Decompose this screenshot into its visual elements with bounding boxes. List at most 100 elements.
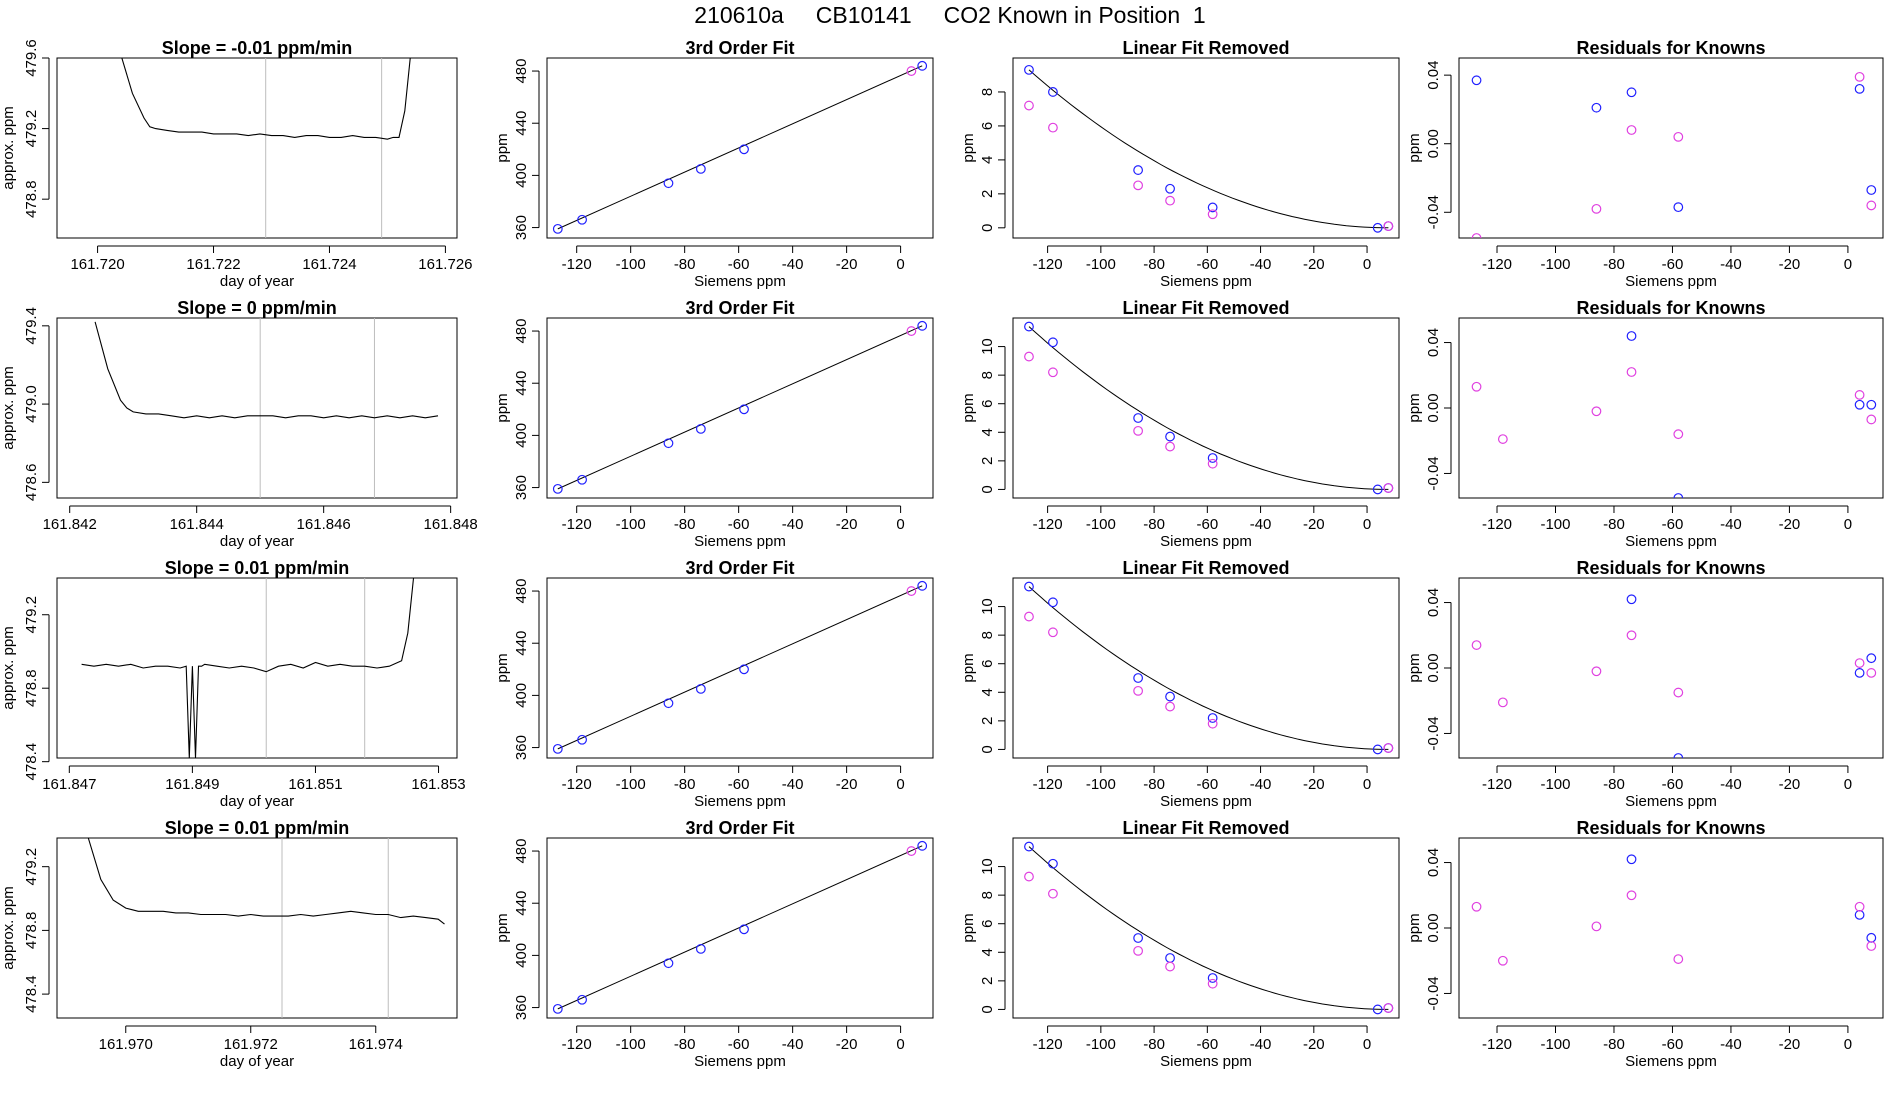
y-axis-label: ppm: [494, 913, 511, 942]
data-point-known: [1673, 493, 1684, 498]
chart-panel-r0-c1: 3rd Order Fit -120 -100 -80 -60 -40 -20 0 Siemen…: [494, 38, 934, 290]
x-tick-label: -100: [1540, 256, 1570, 273]
data-point-reference: [1165, 961, 1175, 972]
page-title: 210610a CB10141 CO2 Known in Position 1: [694, 2, 1206, 28]
data-point-known: [739, 924, 749, 935]
fit-curve: [1028, 69, 1389, 229]
data-point-known: [1626, 594, 1637, 605]
data-point-reference: [1165, 195, 1175, 206]
y-axis-label: approx. ppm: [0, 366, 17, 449]
x-tick-label: -40: [782, 256, 804, 273]
x-axis-label: day of year: [220, 793, 294, 810]
x-tick-label: -80: [1143, 516, 1165, 533]
x-tick-label: -100: [1540, 1036, 1570, 1053]
y-tick-label: 4: [979, 428, 996, 436]
data-point-known: [1165, 953, 1175, 963]
x-tick-label: -100: [1086, 1036, 1116, 1053]
x-tick-label: -100: [1540, 516, 1570, 533]
data-point-known: [1048, 597, 1058, 608]
x-tick-label: 161.848: [424, 516, 478, 533]
plot-frame: [1012, 57, 1400, 239]
x-axis-label: day of year: [220, 273, 294, 290]
x-tick-label: -120: [562, 256, 592, 273]
data-point-known: [695, 683, 706, 694]
chart-title: Slope = 0 ppm/min: [177, 298, 337, 318]
x-tick-label: 161.724: [302, 256, 356, 273]
data-point-reference: [1165, 701, 1175, 712]
plot-frame: [1458, 57, 1884, 239]
x-tick-label: -80: [674, 256, 696, 273]
y-tick-label: 480: [513, 319, 530, 344]
y-axis-label: ppm: [1406, 913, 1423, 942]
x-tick-label: -40: [1250, 1036, 1272, 1053]
y-tick-label: 10: [979, 338, 996, 355]
x-tick-label: -60: [1662, 256, 1684, 273]
data-point-known: [1372, 744, 1383, 755]
data-point-reference: [1048, 627, 1058, 638]
x-axis-label: Siemens ppm: [1625, 793, 1717, 810]
data-point-reference: [906, 846, 917, 856]
y-tick-label: 479.0: [23, 385, 40, 423]
x-axis-label: Siemens ppm: [1160, 793, 1252, 810]
plot-area: [94, 318, 439, 498]
x-tick-label: 0: [1363, 776, 1371, 793]
y-tick-label: 480: [513, 839, 530, 864]
y-tick-label: 360: [513, 475, 530, 500]
x-tick-label: -80: [1143, 256, 1165, 273]
plot-frame: [546, 837, 934, 1019]
plot-area: [1471, 331, 1877, 498]
data-point-reference: [1591, 406, 1602, 417]
y-axis-label: ppm: [494, 133, 511, 162]
y-tick-label: 440: [513, 371, 530, 396]
chart-title: Residuals for Knowns: [1576, 558, 1765, 578]
plot-area: [1024, 64, 1394, 233]
data-point-reference: [1207, 718, 1218, 729]
data-point-known: [1165, 431, 1175, 442]
x-tick-label: -100: [616, 776, 646, 793]
chart-title: Residuals for Knowns: [1576, 818, 1765, 838]
data-point-known: [695, 423, 706, 434]
y-tick-label: -0.04: [1425, 976, 1442, 1010]
x-tick-label: -20: [836, 516, 858, 533]
x-tick-label: 0: [1844, 776, 1852, 793]
x-axis-label: Siemens ppm: [694, 793, 786, 810]
plot-frame: [1012, 837, 1400, 1019]
data-point-known: [1165, 691, 1175, 702]
data-point-known: [739, 664, 749, 675]
x-tick-label: -20: [1779, 776, 1801, 793]
y-tick-label: 0.00: [1425, 393, 1442, 422]
fit-curve: [1028, 326, 1389, 490]
data-point-reference: [1165, 441, 1175, 452]
data-point-reference: [1673, 954, 1684, 964]
x-tick-label: 161.846: [297, 516, 351, 533]
data-point-reference: [1866, 414, 1877, 425]
chart-title: Linear Fit Removed: [1122, 38, 1289, 58]
data-point-reference: [1048, 367, 1058, 378]
chart-panel-r2-c2: Linear Fit Removed -120 -100 -80 -60 -40 -20 0 S…: [960, 558, 1400, 810]
chart-panel-r0-c0: Slope = -0.01 ppm/min 161.720 161.722 161.7…: [0, 38, 473, 290]
plot-frame: [1458, 837, 1884, 1019]
x-axis-label: Siemens ppm: [1625, 1053, 1717, 1070]
chart-title: 3rd Order Fit: [685, 818, 794, 838]
x-tick-label: 161.849: [165, 776, 219, 793]
x-axis-label: day of year: [220, 533, 294, 550]
data-point-known: [1626, 87, 1637, 98]
data-point-reference: [1024, 611, 1034, 622]
y-tick-label: 0.00: [1425, 653, 1442, 682]
y-tick-label: 6: [979, 920, 996, 928]
data-point-known: [1207, 202, 1218, 213]
chart-panel-r1-c1: 3rd Order Fit -120 -100 -80 -60 -40 -20 0 Siemen…: [494, 298, 934, 550]
plot-frame: [56, 577, 458, 759]
data-point-known: [577, 214, 587, 225]
y-tick-label: 360: [513, 995, 530, 1020]
y-axis-label: ppm: [494, 393, 511, 422]
data-point-known: [577, 994, 587, 1005]
x-axis-label: Siemens ppm: [694, 1053, 786, 1070]
x-tick-label: -40: [1720, 1036, 1742, 1053]
x-tick-label: 0: [896, 516, 904, 533]
x-tick-label: -60: [728, 516, 750, 533]
x-tick-label: -120: [1482, 1036, 1512, 1053]
plot-area: [552, 320, 928, 494]
plot-frame: [1458, 577, 1884, 759]
